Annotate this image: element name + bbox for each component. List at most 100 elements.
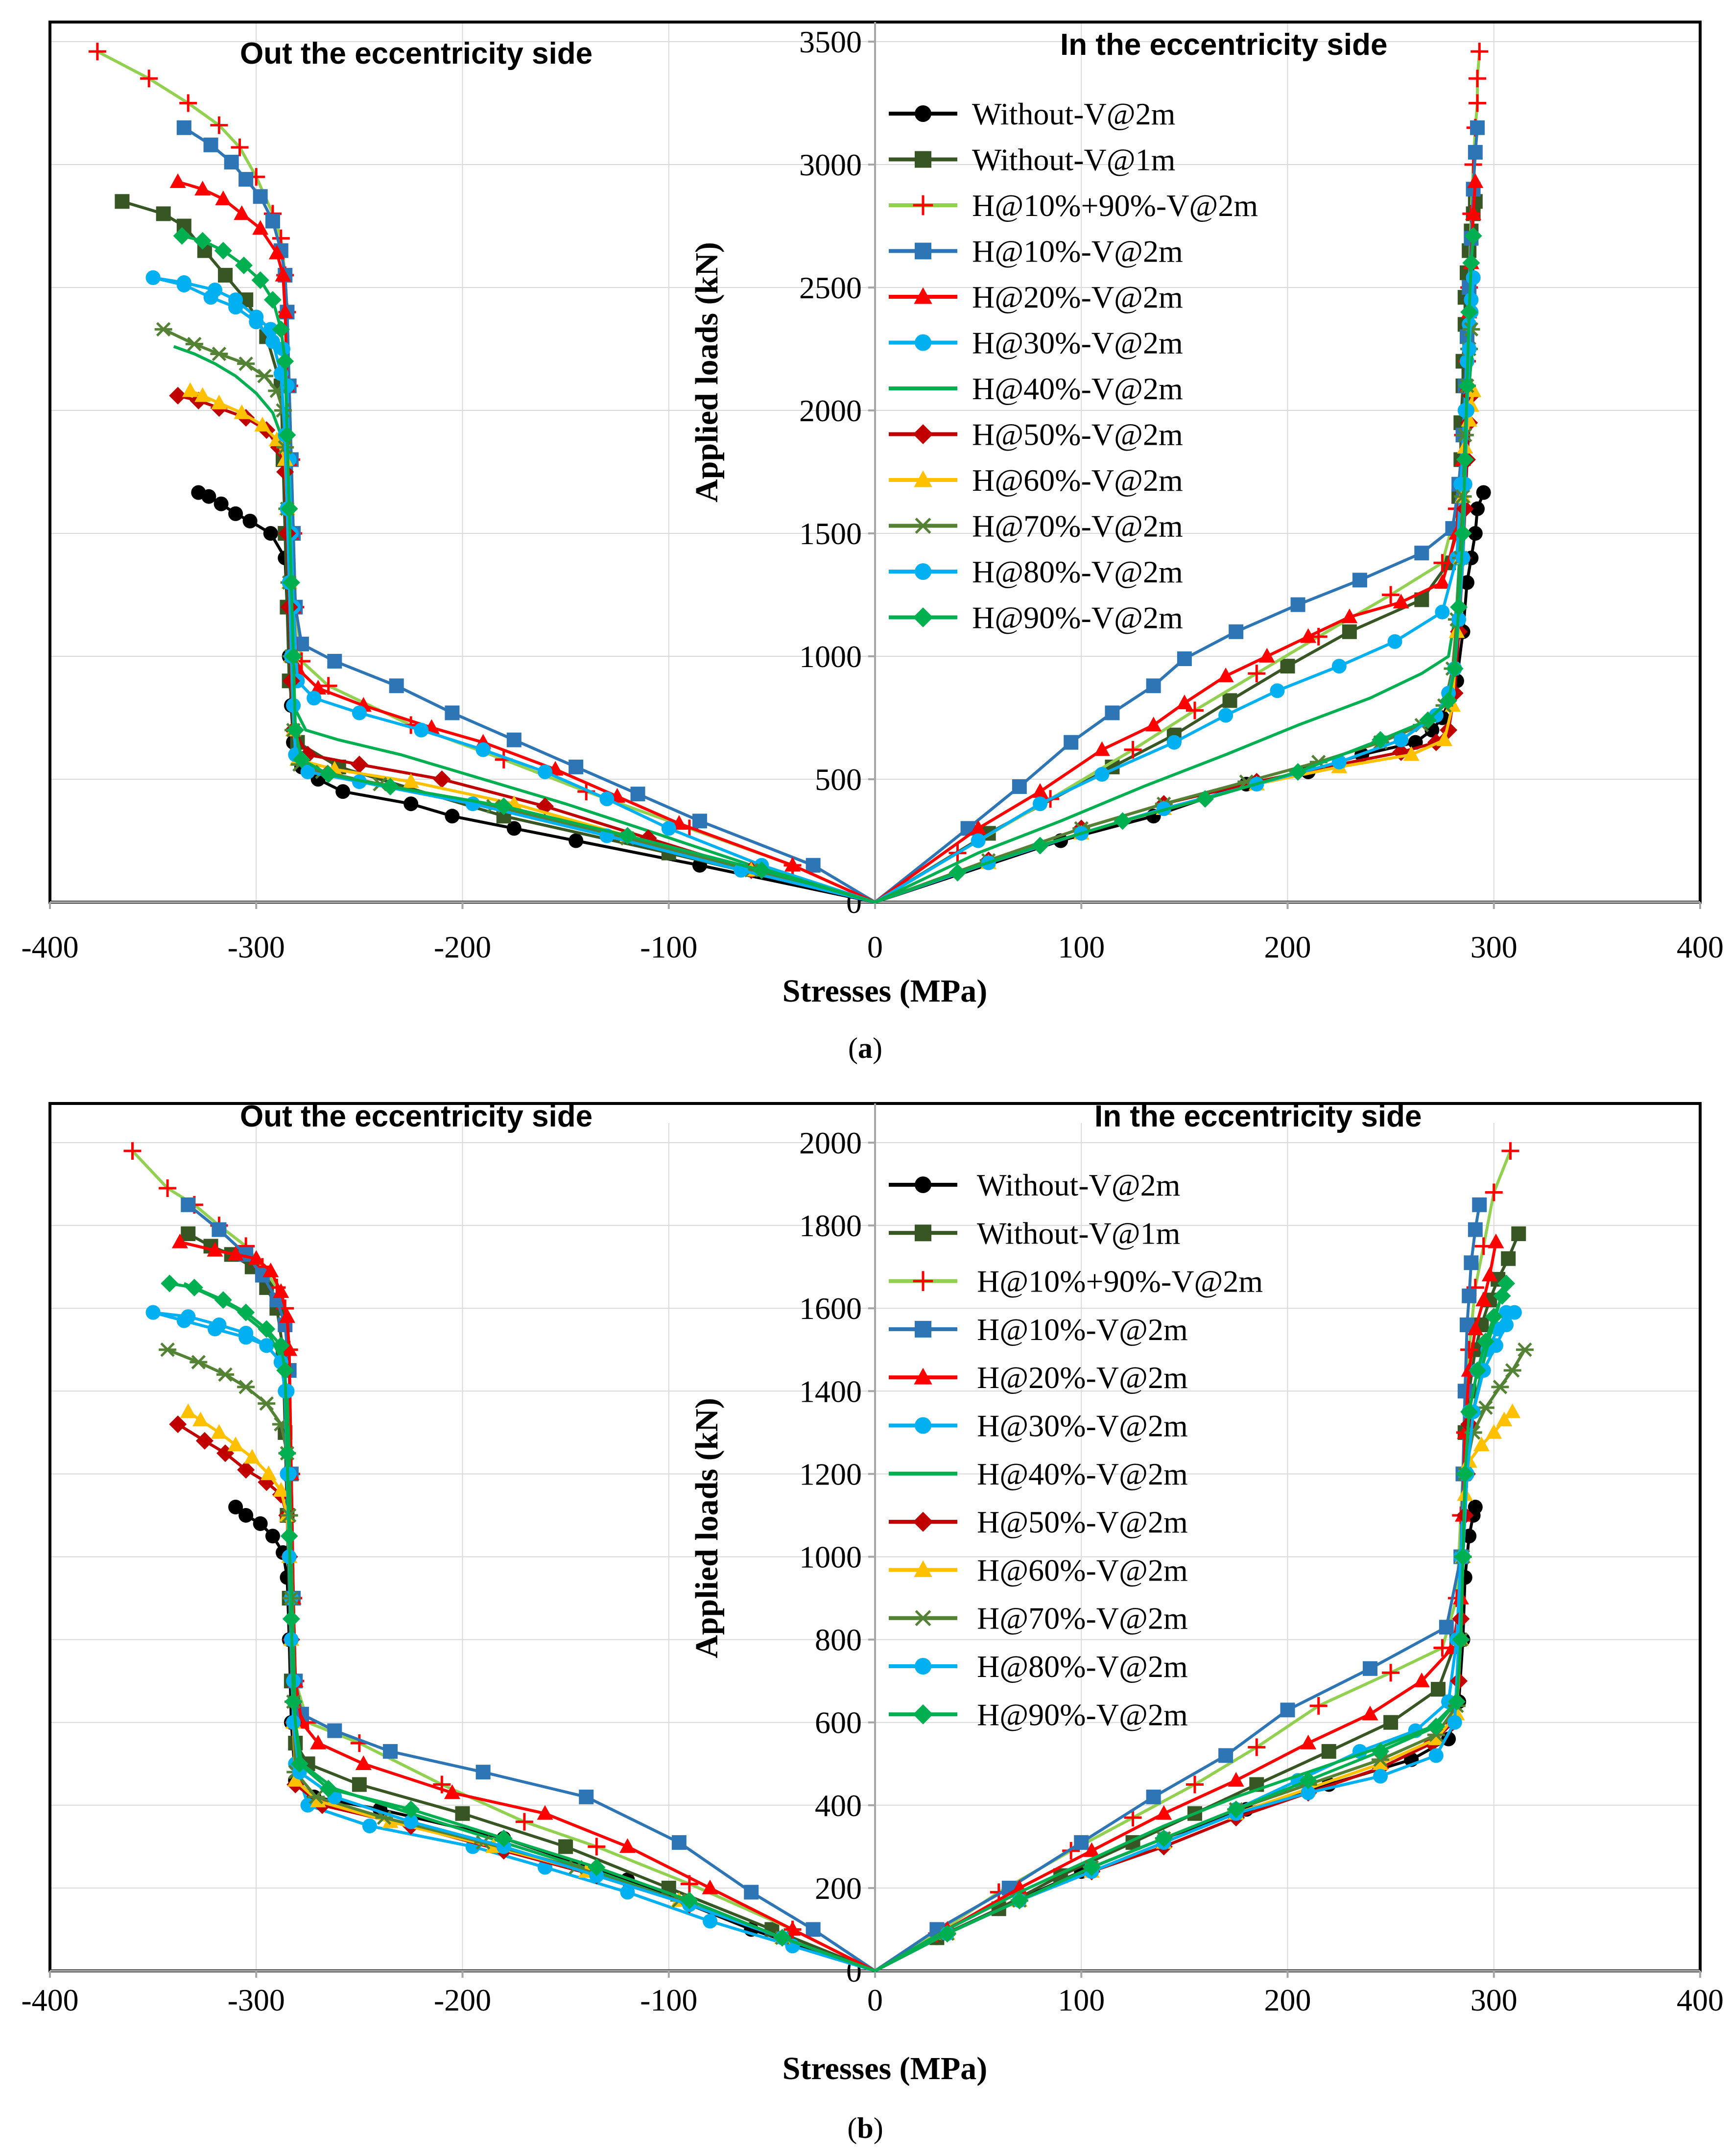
series-line-in <box>874 1283 1506 1972</box>
data-point-out <box>234 205 250 220</box>
series-line-out <box>173 345 876 904</box>
y-tick-label: 200 <box>815 1871 862 1906</box>
legend-marker <box>913 1511 933 1532</box>
data-point-in <box>1321 1744 1336 1759</box>
annotation-out-side: Out the eccentricity side <box>240 1100 593 1133</box>
data-point-out <box>261 1465 277 1481</box>
data-point-in <box>1032 783 1048 798</box>
legend-marker <box>913 1610 933 1627</box>
data-point-in <box>1156 1805 1172 1820</box>
data-point-out <box>285 647 303 665</box>
data-point-in <box>1467 1320 1484 1336</box>
data-point-in <box>1222 693 1237 708</box>
data-point-in <box>1486 1424 1502 1439</box>
data-point-in <box>1387 634 1402 649</box>
x-tick-label: 300 <box>1470 1983 1518 2017</box>
data-point-in <box>1468 526 1483 541</box>
data-point-out <box>210 346 228 361</box>
caption-letter: a <box>858 1032 873 1064</box>
legend-label: H@50%-V@2m <box>972 417 1183 452</box>
legend-marker <box>915 1224 931 1242</box>
data-point-out <box>588 1858 606 1876</box>
annotation-in-side: In the eccentricity side <box>1060 28 1387 62</box>
data-point-in <box>1373 1769 1388 1784</box>
y-tick-label: 2500 <box>799 270 862 305</box>
data-point-in <box>1382 586 1400 604</box>
data-point-in <box>1382 1664 1400 1682</box>
data-point-out <box>335 784 351 799</box>
data-point-out <box>279 1308 295 1323</box>
chart-panel-b: -400 -300 -200 -100 0 100 200 300 40002004006008… <box>21 1100 1724 2144</box>
data-point-out <box>280 1527 298 1545</box>
legend-item: H@20%-V@2m <box>889 280 1183 314</box>
data-point-out <box>680 1892 698 1910</box>
data-point-in <box>1372 731 1390 749</box>
data-point-in <box>1300 628 1317 643</box>
data-point-out <box>352 1777 367 1792</box>
panel-caption: (a) <box>848 1032 882 1064</box>
series-line-out <box>166 1348 876 1972</box>
data-point-in <box>1393 594 1409 609</box>
data-point-in <box>1280 659 1295 674</box>
caption-letter: b <box>857 2112 873 2144</box>
data-point-in <box>1093 741 1110 756</box>
data-point-in <box>1177 651 1192 667</box>
data-point-out <box>292 750 310 768</box>
data-point-out <box>285 1693 303 1711</box>
data-point-in <box>1469 94 1487 112</box>
data-point-in <box>1501 1251 1516 1266</box>
data-point-in <box>1472 1197 1487 1212</box>
data-point-out <box>327 654 342 669</box>
data-point-out <box>237 1303 255 1321</box>
data-point-in <box>1488 1233 1504 1248</box>
legend-label: H@30%-V@2m <box>977 1409 1188 1443</box>
data-point-out <box>156 206 171 221</box>
legend-marker <box>915 1658 931 1675</box>
data-point-out <box>258 1320 276 1338</box>
data-point-out <box>214 241 232 260</box>
data-point-out <box>744 1885 759 1900</box>
data-point-out <box>402 1800 420 1819</box>
data-point-out <box>253 1516 268 1531</box>
legend-marker <box>915 1320 931 1338</box>
data-point-out <box>234 404 250 419</box>
legend-marker <box>915 105 931 122</box>
legend-marker <box>914 1367 932 1385</box>
data-point-in <box>1394 732 1409 747</box>
series-1-1 <box>181 1226 1526 1972</box>
data-point-in <box>1413 1672 1430 1687</box>
legend-item: H@90%-V@2m <box>889 600 1183 635</box>
y-tick-label: 2000 <box>799 1126 862 1160</box>
data-point-in <box>1352 573 1367 588</box>
data-point-in <box>1105 705 1120 720</box>
data-point-out <box>278 426 296 444</box>
legend-item: Without-V@2m <box>889 96 1175 131</box>
legend-label: Without-V@2m <box>972 96 1175 131</box>
series-0-10 <box>145 270 1481 904</box>
data-point-in <box>1464 227 1482 245</box>
data-point-in <box>1342 624 1357 639</box>
data-point-out <box>319 1779 337 1797</box>
data-point-in <box>1465 382 1482 397</box>
data-point-in <box>1470 43 1489 61</box>
legend: Without-V@2m Without-V@1m H@10%+90%-V@2m H@… <box>889 1168 1263 1732</box>
series-line-out <box>198 491 876 904</box>
data-point-out <box>161 1274 179 1293</box>
data-point-in <box>1428 1748 1444 1763</box>
data-point-out <box>381 778 400 796</box>
data-point-out <box>169 386 187 405</box>
data-point-out <box>249 314 264 330</box>
legend-label: Without-V@2m <box>977 1168 1180 1202</box>
x-tick-label: 0 <box>867 1983 883 2017</box>
legend-label: H@90%-V@2m <box>977 1697 1188 1732</box>
legend-item: H@40%-V@2m <box>889 371 1183 406</box>
data-point-out <box>224 154 239 169</box>
data-point-in <box>1464 1255 1479 1270</box>
legend-label: H@20%-V@2m <box>972 280 1183 314</box>
annotation-in-side: In the eccentricity side <box>1094 1100 1422 1133</box>
data-point-out <box>203 290 218 305</box>
data-point-out <box>215 191 232 206</box>
data-point-out <box>227 1436 244 1451</box>
data-point-out <box>569 759 584 774</box>
y-tick-label: 1200 <box>799 1457 862 1491</box>
